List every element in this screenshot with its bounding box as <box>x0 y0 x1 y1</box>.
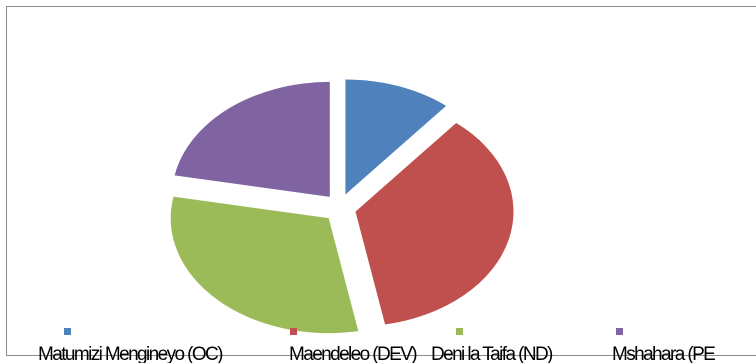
legend-marker-2 <box>290 328 297 335</box>
legend-marker-4 <box>616 328 623 335</box>
legend-label-3: Deni la Taifa (ND) <box>431 344 553 363</box>
legend: Matumizi Mengineyo (OC) Maendeleo (DEV) De… <box>38 328 717 363</box>
pie-slice-1 <box>345 79 447 195</box>
legend-marker-3 <box>456 328 463 335</box>
legend-label-1: Matumizi Mengineyo (OC) <box>38 344 223 363</box>
pie-slices <box>170 79 514 334</box>
pie-slice-2 <box>355 122 514 325</box>
pie-slice-3 <box>170 196 359 334</box>
legend-label-2: Maendeleo (DEV) <box>289 344 417 363</box>
legend-marker-1 <box>64 328 71 335</box>
legend-label-4: Mshahara (PE <box>612 344 715 363</box>
pie-slice-4 <box>174 81 330 197</box>
